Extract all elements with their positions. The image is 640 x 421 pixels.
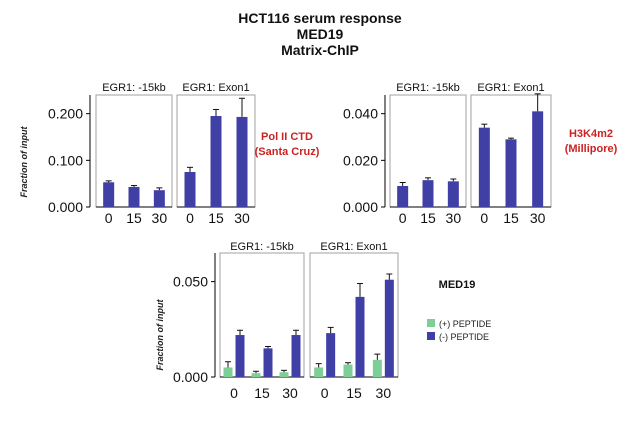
x-tick-label: 30: [282, 385, 298, 401]
panel-label: EGR1: -15kb: [230, 241, 294, 253]
y-tick-label: 0.020: [343, 152, 378, 168]
x-tick-label: 15: [346, 385, 362, 401]
x-tick-label: 15: [254, 385, 270, 401]
x-tick-label: 30: [234, 210, 250, 226]
x-tick-label: 30: [530, 210, 546, 226]
antibody-label: H3K4m2: [569, 128, 613, 140]
bar: [355, 296, 365, 377]
y-axis-label: Fraction of input: [155, 299, 165, 371]
figure-title-line2: MED19: [296, 26, 344, 42]
y-axis-label: Fraction of input: [19, 126, 29, 198]
panel-label: EGR1: Exon1: [320, 241, 387, 253]
antibody-source-label: (Millipore): [565, 143, 618, 155]
y-tick-label: 0.000: [173, 369, 208, 385]
antibody-label: MED19: [439, 279, 476, 291]
bar: [397, 186, 409, 207]
panel-label: EGR1: Exon1: [182, 82, 249, 94]
bar: [153, 190, 165, 207]
bar: [291, 335, 301, 377]
legend-swatch: [427, 319, 435, 327]
bar: [251, 373, 261, 377]
y-tick-label: 0.040: [343, 106, 378, 122]
bar: [532, 111, 544, 207]
bar: [422, 180, 434, 207]
antibody-source-label: (Santa Cruz): [255, 146, 320, 158]
legend-label: (-) PEPTIDE: [439, 332, 489, 342]
bar: [314, 367, 324, 377]
x-tick-label: 15: [420, 210, 436, 226]
panel-label: EGR1: Exon1: [477, 82, 544, 94]
bar: [478, 127, 490, 207]
bar: [236, 116, 248, 207]
x-tick-label: 15: [126, 210, 142, 226]
x-tick-label: 30: [446, 210, 462, 226]
bar: [505, 139, 517, 207]
bar: [447, 181, 459, 207]
bar: [235, 335, 245, 377]
x-tick-label: 0: [321, 385, 329, 401]
y-tick-label: 0.100: [48, 152, 83, 168]
bar: [184, 172, 196, 207]
figure-title-line1: HCT116 serum response: [238, 10, 402, 26]
x-tick-label: 0: [399, 210, 407, 226]
panel-frame: [219, 252, 305, 378]
bar: [223, 367, 233, 377]
x-tick-label: 30: [376, 385, 392, 401]
bar: [372, 359, 382, 377]
x-tick-label: 15: [503, 210, 519, 226]
x-tick-label: 0: [230, 385, 238, 401]
legend-label: (+) PEPTIDE: [439, 319, 491, 329]
bar: [326, 333, 336, 377]
x-tick-label: 0: [105, 210, 113, 226]
y-tick-label: 0.000: [48, 199, 83, 215]
bar: [263, 348, 273, 377]
legend-swatch: [427, 332, 435, 340]
figure-title-line3: Matrix-ChIP: [281, 42, 359, 58]
bar: [103, 182, 115, 207]
y-tick-label: 0.200: [48, 106, 83, 122]
bar: [210, 116, 222, 207]
bar: [343, 364, 353, 377]
x-tick-label: 0: [186, 210, 194, 226]
x-tick-label: 0: [480, 210, 488, 226]
y-tick-label: 0.050: [173, 274, 208, 290]
bar: [128, 186, 140, 207]
antibody-label: Pol II CTD: [261, 131, 313, 143]
panel-label: EGR1: -15kb: [102, 82, 166, 94]
x-tick-label: 15: [208, 210, 224, 226]
panel-label: EGR1: -15kb: [396, 82, 460, 94]
bar: [279, 372, 289, 377]
x-tick-label: 30: [152, 210, 168, 226]
bar: [384, 279, 394, 377]
y-tick-label: 0.000: [343, 199, 378, 215]
panel-frame: [309, 252, 399, 378]
